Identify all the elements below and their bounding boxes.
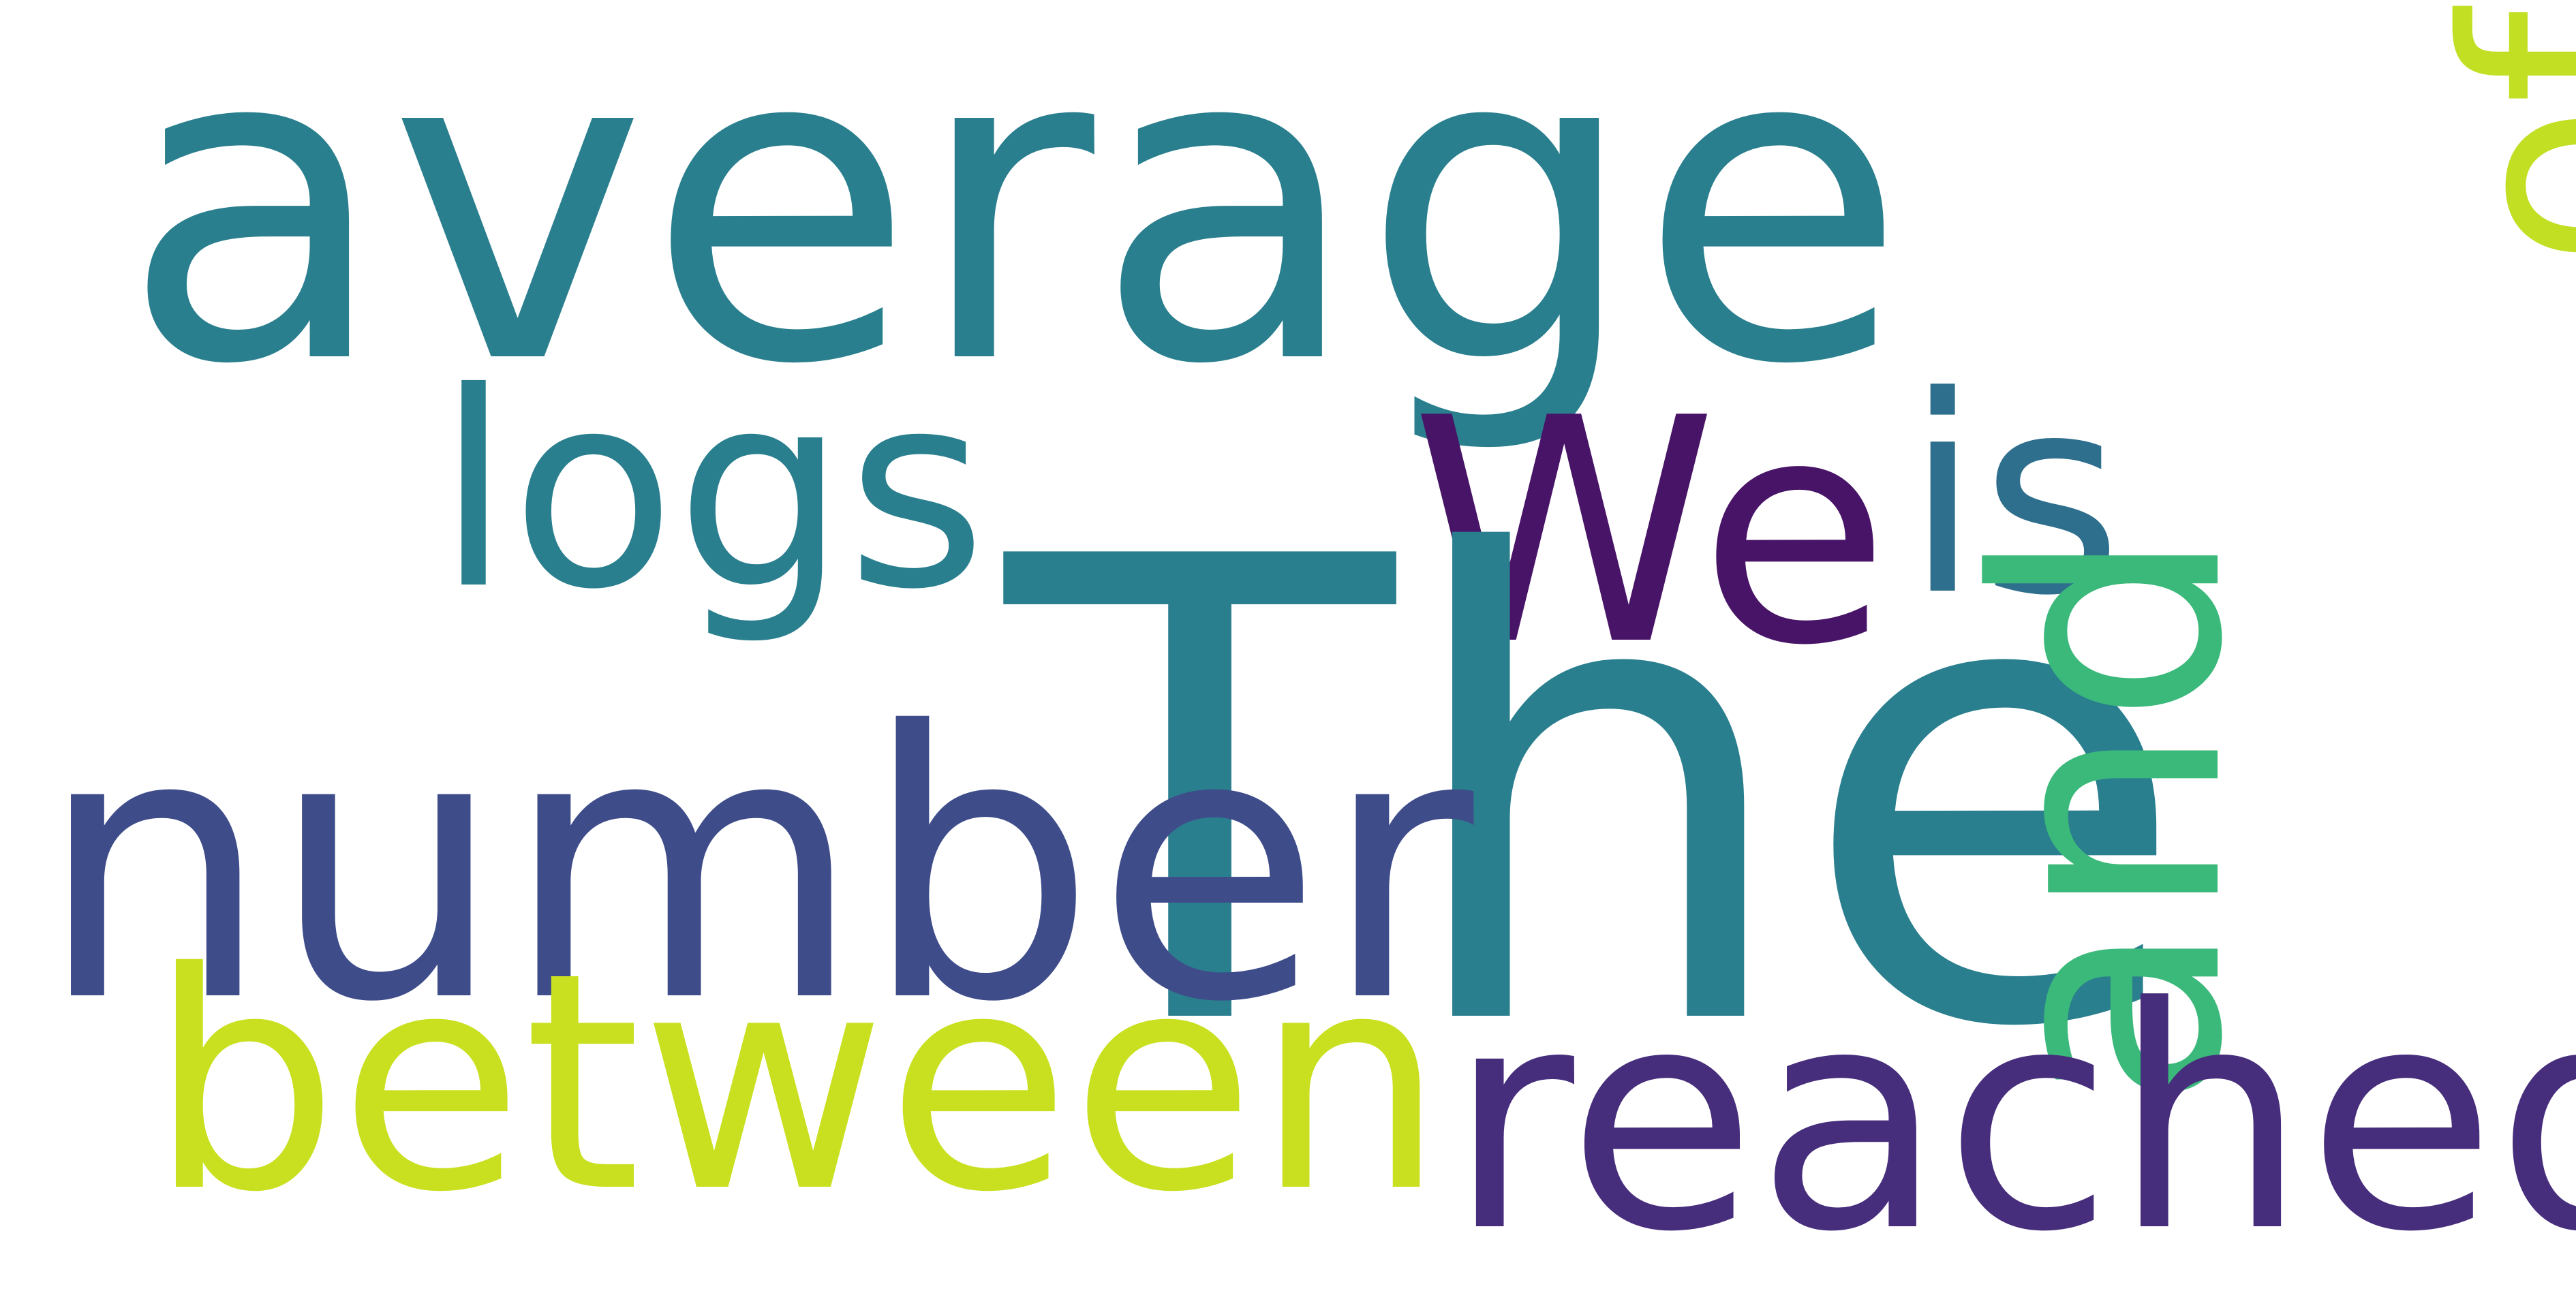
word-of: of xyxy=(2408,11,2576,267)
word-we: We xyxy=(1411,353,1890,713)
word-average: average xyxy=(121,0,1907,459)
word-between: between xyxy=(149,909,1445,1258)
word-is: is xyxy=(1905,339,2123,655)
word-reached: reached xyxy=(1448,942,2576,1299)
word-the: The xyxy=(1005,424,2190,1166)
word-logs: logs xyxy=(436,335,987,649)
word-number: number xyxy=(37,655,1474,1083)
